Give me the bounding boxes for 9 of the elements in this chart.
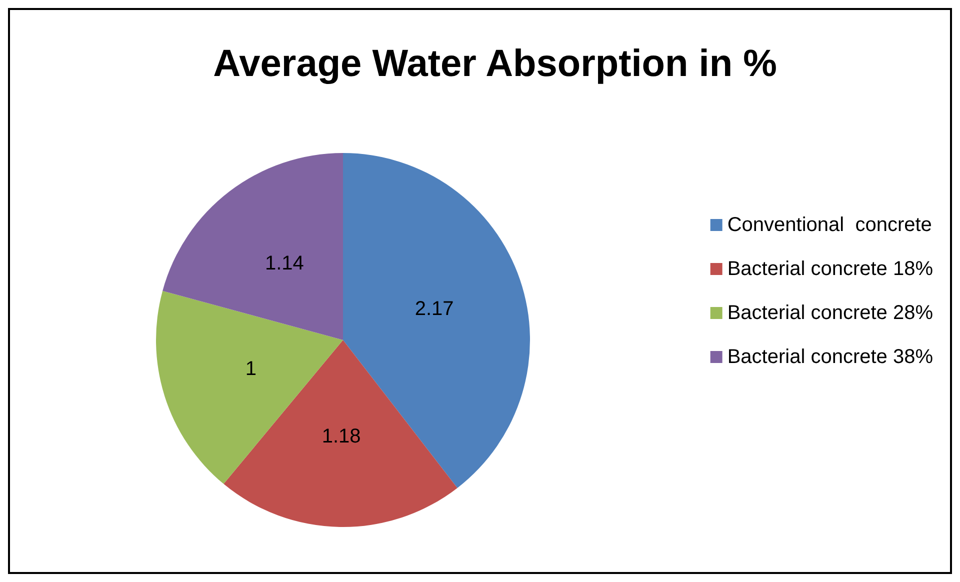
data-label: 1.14 (264, 252, 304, 274)
legend-label: Bacterial concrete 28% (727, 302, 934, 324)
data-label: 1 (245, 358, 257, 380)
data-label: 2.17 (414, 298, 454, 320)
chart-title: Average Water Absorption in % (213, 43, 777, 85)
data-label: 1.18 (322, 425, 361, 448)
legend-label: Bacterial concrete 18% (727, 258, 934, 280)
legend-label: Bacterial concrete 38% (727, 346, 934, 368)
legend-label: Conventional concrete (727, 214, 932, 236)
